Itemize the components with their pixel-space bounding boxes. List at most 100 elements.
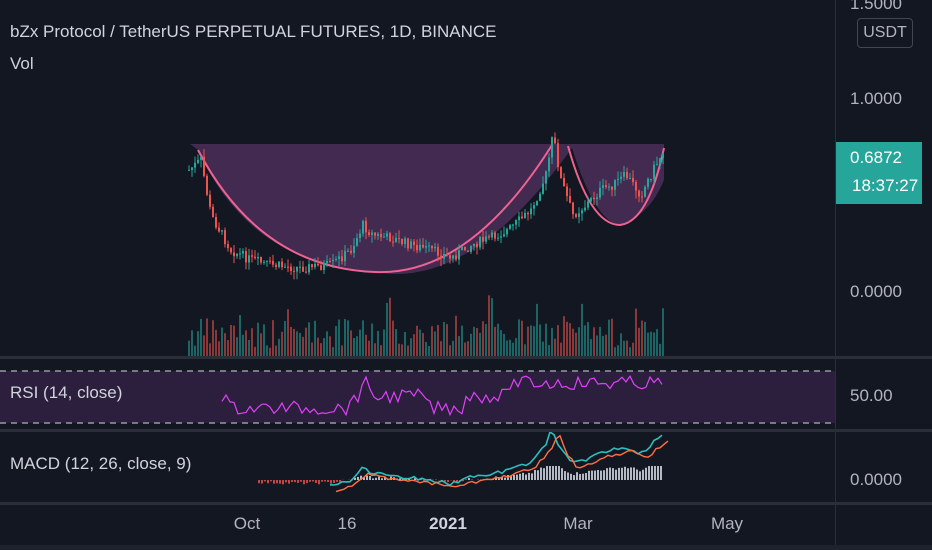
volume-bar	[221, 327, 223, 356]
candle-body	[488, 236, 490, 238]
candle-body	[428, 245, 430, 247]
pane-separator-rsi[interactable]	[0, 356, 932, 359]
candle-body	[380, 233, 382, 238]
candle-body	[524, 212, 526, 219]
macd-hist-bar	[315, 480, 317, 484]
pane-separator-macd[interactable]	[0, 429, 932, 432]
candle-body	[266, 260, 268, 262]
volume-bar	[356, 336, 358, 356]
macd-hist-bar	[447, 480, 449, 483]
currency-button[interactable]: USDT	[857, 18, 913, 48]
volume-bar	[473, 326, 475, 356]
volume-bar	[305, 327, 307, 356]
candle-body	[584, 207, 586, 211]
volume-bar	[602, 335, 604, 356]
candle-body	[386, 233, 388, 237]
volume-bar	[251, 328, 253, 356]
candle-body	[515, 220, 517, 225]
macd-hist-bar	[615, 469, 617, 480]
volume-bar	[488, 295, 490, 356]
candle-body	[602, 185, 604, 188]
candle-body	[368, 232, 370, 235]
volume-bar	[452, 340, 454, 356]
volume-bar	[470, 333, 472, 356]
candle-body	[245, 251, 247, 263]
candle-body	[326, 261, 328, 264]
rsi-band-fill	[0, 371, 835, 423]
volume-bar	[485, 324, 487, 356]
candle-body	[452, 255, 454, 259]
candle-body	[533, 205, 535, 209]
candle-body	[362, 220, 364, 234]
macd-hist-bar	[495, 476, 497, 480]
macd-hist-bar	[609, 467, 611, 480]
macd-hist-bar	[399, 478, 401, 480]
volume-bar	[314, 320, 316, 356]
candle-body	[413, 241, 415, 245]
candle-body	[431, 245, 433, 249]
volume-bar	[635, 308, 637, 356]
macd-hist-bar	[519, 473, 521, 480]
macd-hist-bar	[582, 473, 584, 480]
candle-body	[461, 246, 463, 251]
macd-hist-bar	[564, 471, 566, 480]
volume-bar	[494, 326, 496, 356]
macd-hist-bar	[384, 476, 386, 480]
macd-hist-bar	[537, 470, 539, 480]
macd-hist-bar	[423, 480, 425, 482]
volume-bar	[317, 337, 319, 356]
volume-bar	[434, 331, 436, 356]
candle-body	[341, 256, 343, 262]
candle-body	[290, 266, 292, 271]
time-tick-oct: Oct	[233, 514, 261, 533]
candle-body	[203, 156, 205, 176]
candle-body	[521, 216, 523, 219]
volume-bar	[308, 322, 310, 356]
bar-countdown: 18:37:27	[852, 176, 919, 195]
macd-hist-bar	[273, 480, 275, 484]
candle-body	[500, 236, 502, 238]
macd-hist-bar	[591, 470, 593, 480]
volume-bar	[407, 345, 409, 356]
macd-hist-bar	[543, 468, 545, 480]
candle-body	[320, 265, 322, 270]
volume-bar	[542, 341, 544, 356]
candle-body	[620, 176, 622, 180]
last-price-tag: 0.6872 18:37:27	[836, 142, 922, 204]
candle-body	[284, 266, 286, 268]
volume-bar	[218, 341, 220, 356]
candle-body	[233, 252, 235, 257]
candle-body	[527, 212, 529, 215]
candle-body	[236, 253, 238, 257]
volume-bar	[377, 330, 379, 356]
candle-body	[599, 187, 601, 198]
signal-line	[335, 434, 669, 493]
volume-bar	[629, 347, 631, 356]
volume-bar	[443, 321, 445, 356]
volume-bar	[647, 332, 649, 356]
volume-bar	[215, 329, 217, 356]
macd-hist-bar	[606, 468, 608, 480]
volume-bar	[203, 335, 205, 356]
volume-bar	[551, 327, 553, 356]
candle-body	[269, 260, 271, 262]
candle-body	[479, 236, 481, 248]
candle-body	[542, 183, 544, 194]
macd-hist-bar	[573, 475, 575, 480]
macd-hist-bar	[600, 470, 602, 480]
candle-body	[629, 177, 631, 179]
macd-hist-bar	[627, 468, 629, 480]
macd-hist-bar	[570, 473, 572, 480]
volume-bar	[263, 324, 265, 356]
volume-bar	[497, 323, 499, 356]
candle-body	[332, 259, 334, 262]
macd-hist-bar	[408, 479, 410, 480]
macd-pane-label: MACD (12, 26, close, 9)	[10, 454, 192, 473]
candle-body	[197, 159, 199, 163]
macd-hist-bar	[657, 466, 659, 480]
volume-bar	[446, 324, 448, 356]
volume-bar	[401, 344, 403, 356]
macd-hist-bar	[639, 471, 641, 480]
macd-hist-bar	[612, 468, 614, 480]
